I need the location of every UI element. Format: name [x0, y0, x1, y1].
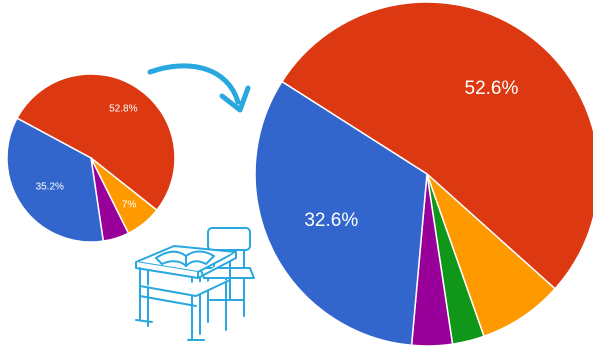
large-pie-slice-label: 52.6% — [465, 78, 519, 99]
small-pie-slice-label: 35.2% — [36, 182, 64, 193]
small-pie-slice — [6, 117, 105, 243]
curved-arrow-icon — [147, 63, 251, 113]
school-desk-with-book-icon — [135, 227, 255, 341]
large-pie-chart: 52.6% 32.6% — [254, 1, 593, 347]
small-pie-slice-label: 52.8% — [109, 104, 137, 115]
large-pie-slice — [254, 80, 428, 347]
large-pie-slice — [280, 1, 593, 290]
small-pie-chart: 52.8% 7% 35.2% — [6, 73, 176, 243]
small-pie-slice — [16, 73, 176, 212]
large-pie-slice-label: 32.6% — [304, 210, 358, 231]
small-pie-slice-label: 7% — [122, 200, 137, 211]
